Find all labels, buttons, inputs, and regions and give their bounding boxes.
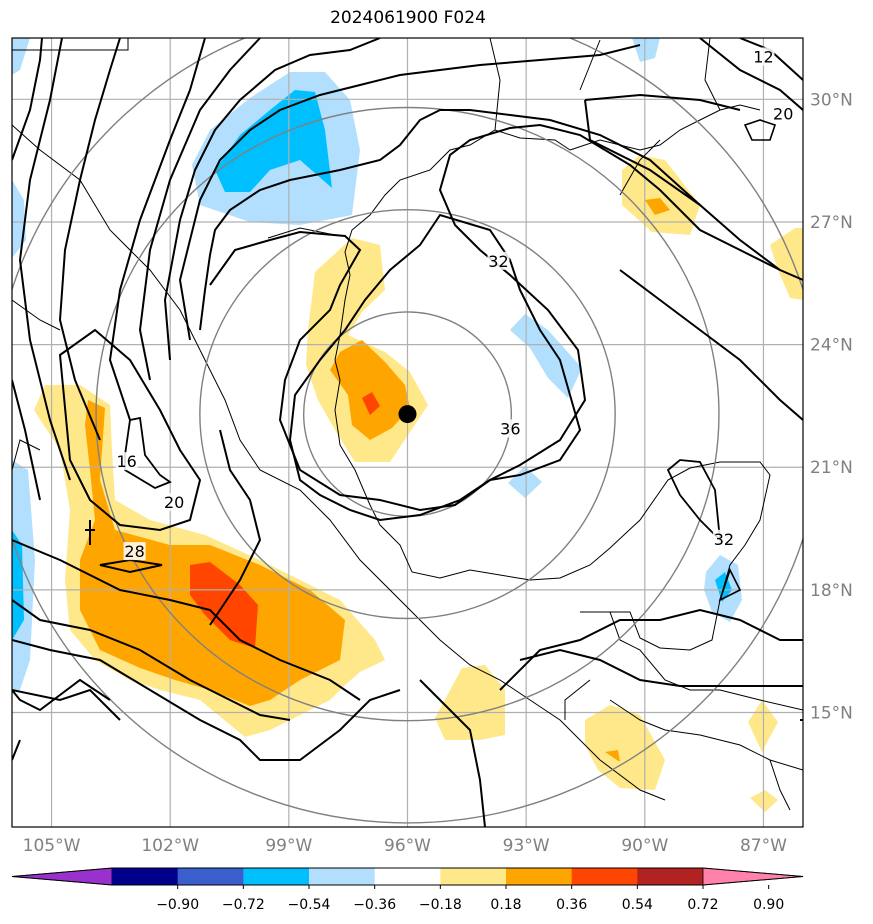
colorbar-segment: [571, 868, 638, 885]
range-ring-3: [12, 38, 803, 824]
lon-tick-label: 87°W: [740, 836, 787, 856]
contour-label-bg: [487, 251, 510, 270]
lat-tick-label: 21°N: [810, 458, 853, 478]
contour-label-bg: [499, 419, 522, 438]
range-rings: [12, 38, 803, 824]
contour-label-bg: [115, 452, 138, 471]
colorbar-tick-label: −0.72: [222, 897, 265, 913]
map-title: 2024061900 F024: [330, 8, 486, 28]
storm-center-marker: [398, 405, 417, 424]
contour-label: 28: [124, 542, 144, 561]
contour-label-bg: [752, 47, 775, 66]
colorbar-segment: [440, 868, 507, 885]
colorbar-segment: [309, 868, 376, 885]
lon-tick-label: 90°W: [621, 836, 668, 856]
contour-label: 32: [714, 530, 734, 549]
contour-label: 32: [488, 252, 508, 271]
lat-tick-label: 15°N: [810, 704, 853, 724]
colorbar-tick-label: −0.54: [288, 897, 331, 913]
colorbar-segment: [177, 868, 244, 885]
colorbar-labels: −0.90 −0.72 −0.54 −0.36 −0.18 0.18 0.36 0.54 0.7…: [156, 885, 784, 913]
lon-tick-label: 96°W: [384, 836, 431, 856]
contour-label: 12: [753, 47, 773, 66]
lat-tick-label: 30°N: [810, 90, 853, 110]
lon-tick-label: 99°W: [265, 836, 312, 856]
contour-label-bg: [772, 104, 795, 123]
contour-label: 20: [164, 493, 184, 512]
longitude-labels: 105°W 102°W 99°W 96°W 93°W 90°W 87°W: [23, 836, 787, 856]
colorbar-segment: [112, 868, 179, 885]
map-frame: [11, 37, 804, 828]
lat-tick-label: 27°N: [810, 213, 853, 233]
contour-label-bg: [712, 529, 735, 548]
colorbar-segment: [637, 868, 704, 885]
contour-label: 36: [500, 419, 520, 438]
contour-label-bg: [123, 542, 146, 561]
lat-tick-label: 18°N: [810, 581, 853, 601]
coastlines: [12, 38, 803, 811]
colorbar-outline: [11, 867, 804, 886]
contour-label: 20: [773, 105, 793, 124]
colorbar-extend-max: [702, 867, 804, 886]
contour-label: 16: [117, 452, 137, 471]
colorbar-tick-label: −0.90: [156, 897, 199, 913]
height-contours: [12, 38, 803, 827]
colorbar-tick-label: −0.18: [419, 897, 462, 913]
colorbar-segment: [506, 868, 573, 885]
colorbar-segment: [243, 868, 310, 885]
lat-tick-label: 24°N: [810, 336, 853, 356]
colorbar-tick-label: 0.36: [556, 897, 587, 913]
lon-tick-label: 93°W: [503, 836, 550, 856]
lon-tick-label: 102°W: [141, 836, 199, 856]
colorbar-extend-min: [11, 867, 113, 886]
latitude-labels: 15°N 18°N 21°N 24°N 27°N 30°N: [810, 90, 853, 723]
lon-tick-label: 105°W: [23, 836, 81, 856]
colorbar-tick-label: −0.36: [353, 897, 396, 913]
contour-labels: 12 20 32 36 16 20 28 32: [115, 47, 795, 561]
contour-label-bg: [163, 493, 186, 512]
colorbar-tick-label: 0.54: [622, 897, 653, 913]
range-ring-2: [95, 106, 720, 722]
colorbar-tick-label: 0.72: [687, 897, 718, 913]
colorbar-tick-label: 0.90: [753, 897, 784, 913]
colorbar: [11, 867, 804, 886]
colorbar-tick-label: 0.18: [490, 897, 521, 913]
colorbar-segment: [374, 868, 441, 885]
range-ring-1: [199, 208, 616, 620]
